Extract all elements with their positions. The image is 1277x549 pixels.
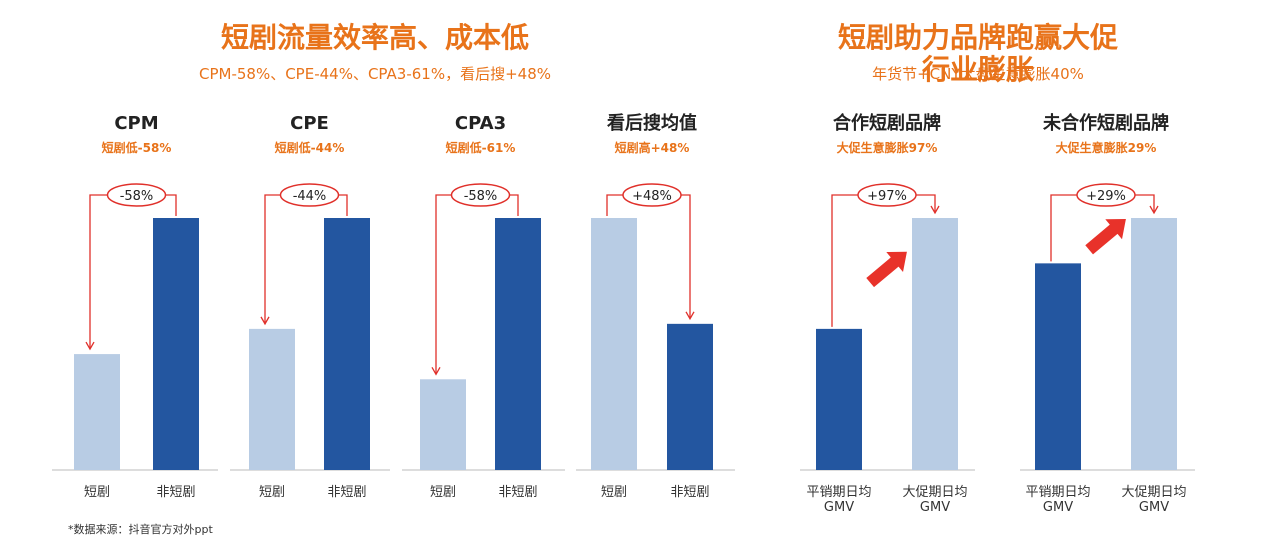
growth-arrow [866,251,907,288]
bar [1035,263,1081,470]
annotation: +97% [867,189,907,204]
arrowhead [685,311,695,321]
annotation: +48% [632,189,672,204]
bar [912,218,958,470]
bar [420,379,466,470]
bar [249,328,295,470]
arrowhead [930,205,940,215]
x-tick-label: 非短剧 [327,485,367,500]
chart-title: CPE [290,113,329,134]
x-tick-label: 短剧 [429,485,457,500]
annotation-bubble [106,183,167,207]
chart-subtitle: 短剧低-44% [274,141,345,155]
annotation-bubble [450,183,511,207]
x-tick-label: 平销期日均 GMV [1025,485,1091,515]
arrowhead [431,366,441,376]
x-tick-label: 短剧 [83,485,111,500]
bar [324,218,370,470]
annotation-bubble [857,183,917,207]
annotation: -58% [120,189,154,204]
bar [667,323,713,470]
arrowhead [85,341,95,351]
growth-arrow [1085,218,1126,255]
bar [1131,218,1177,470]
chart-title: CPA3 [454,113,507,134]
annotation-bubble [622,183,682,207]
bar [495,218,541,470]
section-subtitle: 年货节+CNY大盘生意膨胀40% [872,65,1084,83]
chart-subtitle: 大促生意膨胀97% [836,141,938,155]
annotation-bubble [1076,183,1136,207]
arrowhead [260,316,270,326]
chart-subtitle: 短剧高+48% [614,141,690,155]
chart-subtitle: 短剧低-61% [445,141,516,155]
section-subtitle: CPM-58%、CPE-44%、CPA3-61%，看后搜+48% [199,65,551,83]
bar [816,328,862,470]
x-tick-label: 大促期日均 GMV [902,485,968,515]
chart-subtitle: 大促生意膨胀29% [1055,141,1157,155]
x-tick-label: 非短剧 [670,485,710,500]
section-title: 短剧助力品牌跑赢大促行业膨胀 [837,21,1118,87]
x-tick-label: 大促期日均 GMV [1121,485,1187,515]
x-tick-label: 短剧 [600,485,628,500]
annotation-bubble [279,183,340,207]
bar [74,354,120,470]
bar [153,218,199,470]
x-tick-label: 平销期日均 GMV [806,485,872,515]
annotation: -44% [293,189,327,204]
arrowhead [1149,205,1159,215]
annotation: +29% [1086,189,1126,204]
footnote: *数据来源：抖音官方对外ppt [68,523,213,536]
section-title: 短剧流量效率高、成本低 [220,21,530,54]
chart-title: 看后搜均值 [607,113,697,134]
chart-title: CPM [114,113,159,134]
x-tick-label: 非短剧 [156,485,196,500]
x-tick-label: 非短剧 [498,485,538,500]
bar [591,218,637,470]
chart-subtitle: 短剧低-58% [101,141,172,155]
chart-title: 合作短剧品牌 [833,113,941,134]
chart-title: 未合作短剧品牌 [1043,113,1169,134]
annotation: -58% [464,189,498,204]
x-tick-label: 短剧 [258,485,286,500]
